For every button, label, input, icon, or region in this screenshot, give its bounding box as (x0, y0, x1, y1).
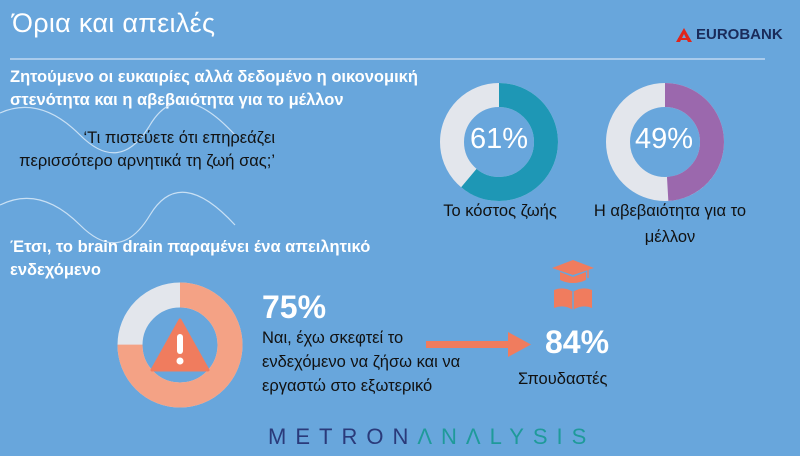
logo-part1: METRON (268, 424, 418, 449)
section1-heading: Ζητούμενο οι ευκαιρίες αλλά δεδομένο η ο… (10, 68, 418, 109)
uncertainty-pct: 49% (634, 123, 694, 155)
uncertainty-donut-arc (606, 83, 724, 201)
page-title: Όρια και απειλές (12, 8, 216, 38)
decorative-waves (0, 105, 236, 244)
cost-of-living-label: Το κόστος ζωής (443, 202, 557, 220)
students-pct: 84% (545, 324, 610, 360)
brain-drain-pct: 75% (262, 289, 327, 325)
metron-analysis-logo: METRONΛNΛLYSIS (268, 424, 595, 450)
cost-of-living-pct: 61% (469, 123, 529, 155)
survey-question: ‘Τι πιστεύετε ότι επηρεάζει περισσότερο … (19, 129, 275, 170)
brand-name: EUROBANK (696, 26, 783, 43)
arrow-right-icon (426, 332, 531, 357)
divider (10, 58, 765, 60)
eurobank-logo-icon (676, 27, 692, 42)
cost-of-living-donut-arc (440, 83, 558, 201)
brain-drain-description: Ναι, έχω σκεφτεί το ενδεχόμενο να ζήσω κ… (262, 329, 461, 395)
eurobank-logo: EUROBANK (676, 26, 783, 43)
uncertainty-label: Η αβεβαιότητα για το μέλλον (593, 202, 747, 246)
warning-icon (150, 318, 210, 372)
section2-heading: Έτσι, το brain drain παραμένει ένα απειλ… (10, 238, 371, 279)
graduation-book-icon (552, 260, 594, 310)
brain-drain-donut-arc (117, 282, 243, 408)
students-label: Σπουδαστές (518, 370, 608, 388)
logo-part2: ΛNΛLYSIS (417, 424, 596, 449)
